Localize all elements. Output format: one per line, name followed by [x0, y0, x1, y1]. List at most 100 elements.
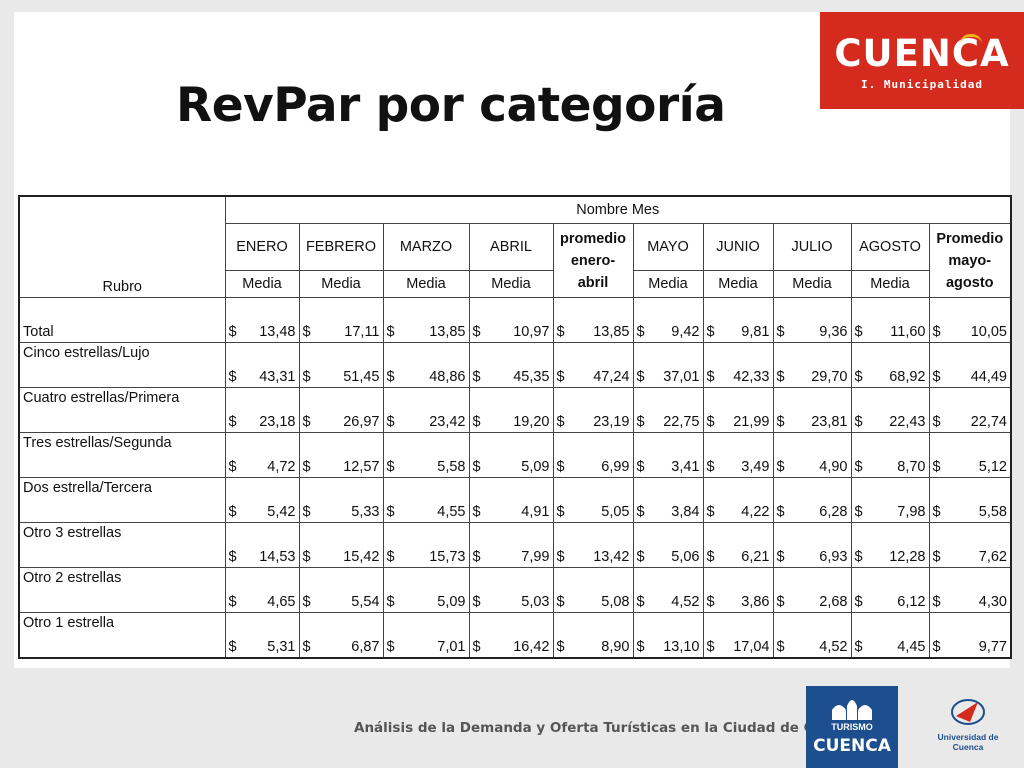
currency-symbol: $ [386, 369, 395, 385]
cell-value: 42,33 [733, 369, 770, 385]
value-cell: $4,72 [224, 432, 300, 478]
month-header: MAYO [632, 223, 704, 271]
cell-value: 51,45 [343, 369, 380, 385]
value-cell: $23,18 [224, 387, 300, 433]
value-cell: $2,68 [772, 567, 852, 613]
currency-symbol: $ [556, 549, 565, 565]
currency-symbol: $ [302, 459, 311, 475]
value-cell: $48,86 [382, 342, 470, 388]
value-cell: $13,42 [552, 522, 634, 568]
cell-value: 6,99 [601, 459, 630, 475]
cell-value: 7,62 [978, 549, 1007, 565]
value-cell: $44,49 [928, 342, 1012, 388]
cell-value: 29,70 [811, 369, 848, 385]
currency-symbol: $ [636, 369, 645, 385]
currency-symbol: $ [706, 459, 715, 475]
value-cell: $7,62 [928, 522, 1012, 568]
value-cell: $16,42 [468, 612, 554, 659]
value-cell: $23,19 [552, 387, 634, 433]
cell-value: 5,58 [978, 504, 1007, 520]
currency-symbol: $ [228, 459, 237, 475]
header-row-group: Rubro Nombre Mes [18, 195, 1012, 298]
cell-value: 5,09 [437, 594, 466, 610]
currency-symbol: $ [854, 459, 863, 475]
currency-symbol: $ [556, 459, 565, 475]
cell-value: 15,42 [343, 549, 380, 565]
value-cell: $13,48 [224, 297, 300, 343]
value-cell: $5,54 [298, 567, 384, 613]
value-cell: $19,20 [468, 387, 554, 433]
cell-value: 19,20 [513, 414, 550, 430]
currency-symbol: $ [302, 369, 311, 385]
cell-value: 45,35 [513, 369, 550, 385]
currency-symbol: $ [706, 549, 715, 565]
currency-symbol: $ [706, 414, 715, 430]
value-cell: $3,41 [632, 432, 704, 478]
currency-symbol: $ [776, 594, 785, 610]
currency-symbol: $ [854, 369, 863, 385]
currency-symbol: $ [932, 594, 941, 610]
currency-symbol: $ [854, 414, 863, 430]
currency-symbol: $ [776, 324, 785, 340]
value-cell: $4,52 [632, 567, 704, 613]
value-cell: $5,09 [382, 567, 470, 613]
turismo-cuenca-logo: TURISMO CUENCA [806, 686, 898, 768]
nombre-mes-header: Nombre Mes [224, 195, 1012, 224]
value-cell: $12,57 [298, 432, 384, 478]
currency-symbol: $ [854, 324, 863, 340]
value-cell: $9,36 [772, 297, 852, 343]
revpar-table: Rubro Nombre Mes ENERO FEBRERO MARZO ABRIL pro… [18, 195, 1012, 659]
prom1-line: abril [577, 274, 609, 291]
currency-symbol: $ [472, 594, 481, 610]
currency-symbol: $ [228, 324, 237, 340]
footer-caption: Análisis de la Demanda y Oferta Turístic… [354, 720, 860, 736]
media-label: Media [382, 270, 470, 298]
prom2-line: agosto [945, 274, 994, 291]
logo-word: CUENCA [834, 32, 1010, 75]
cell-value: 23,19 [593, 414, 630, 430]
value-cell: $5,12 [928, 432, 1012, 478]
cell-value: 9,81 [741, 324, 770, 340]
currency-symbol: $ [706, 639, 715, 655]
cell-value: 5,06 [671, 549, 700, 565]
currency-symbol: $ [932, 459, 941, 475]
value-cell: $3,84 [632, 477, 704, 523]
crown-icon [960, 34, 982, 47]
value-cell: $4,55 [382, 477, 470, 523]
currency-symbol: $ [472, 369, 481, 385]
currency-symbol: $ [636, 459, 645, 475]
value-cell: $42,33 [702, 342, 774, 388]
turismo-word: CUENCA [813, 736, 891, 756]
value-cell: $13,85 [552, 297, 634, 343]
value-cell: $6,99 [552, 432, 634, 478]
rubro-header: Rubro [18, 195, 226, 298]
currency-symbol: $ [776, 639, 785, 655]
value-cell: $6,93 [772, 522, 852, 568]
currency-symbol: $ [472, 459, 481, 475]
cell-value: 21,99 [733, 414, 770, 430]
table-row: Otro 3 estrellas $14,53 $15,42 $15,73 $7,99 $… [18, 522, 1012, 568]
cell-value: 6,21 [741, 549, 770, 565]
cell-value: 48,86 [429, 369, 466, 385]
cell-value: 3,86 [741, 594, 770, 610]
value-cell: $6,21 [702, 522, 774, 568]
value-cell: $43,31 [224, 342, 300, 388]
cell-value: 23,18 [259, 414, 296, 430]
currency-symbol: $ [776, 369, 785, 385]
value-cell: $4,91 [468, 477, 554, 523]
currency-symbol: $ [854, 594, 863, 610]
rubro-label: Otro 3 estrellas [18, 522, 226, 568]
value-cell: $4,52 [772, 612, 852, 659]
value-cell: $4,90 [772, 432, 852, 478]
value-cell: $23,42 [382, 387, 470, 433]
currency-symbol: $ [302, 594, 311, 610]
value-cell: $5,58 [928, 477, 1012, 523]
cell-value: 68,92 [889, 369, 926, 385]
currency-symbol: $ [556, 504, 565, 520]
cell-value: 9,42 [671, 324, 700, 340]
rubro-label: Total [18, 297, 226, 343]
media-label: Media [702, 270, 774, 298]
currency-symbol: $ [932, 414, 941, 430]
cell-value: 13,85 [593, 324, 630, 340]
value-cell: $17,11 [298, 297, 384, 343]
